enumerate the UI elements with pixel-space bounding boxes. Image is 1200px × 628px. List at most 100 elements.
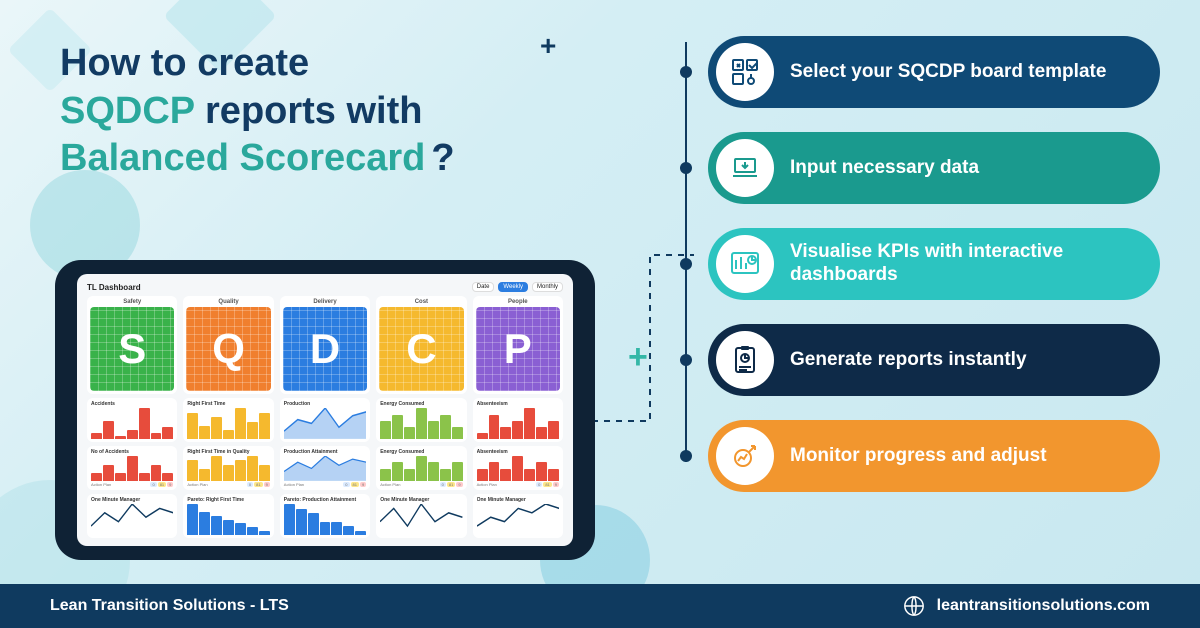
headline-line2-mid: reports with bbox=[205, 90, 422, 132]
chart-card[interactable]: Right First Time in QualityAction Plan08… bbox=[183, 446, 273, 490]
sqdcp-letter: P bbox=[476, 307, 560, 391]
chart-card[interactable]: Production AttainmentAction Plan0819 bbox=[280, 446, 370, 490]
dashboard-header: TL Dashboard DateWeeklyMonthly bbox=[87, 282, 563, 292]
mini-chart bbox=[284, 408, 366, 439]
headline-accent2: Balanced Scorecard bbox=[60, 137, 425, 179]
chart-card-title: Accidents bbox=[91, 401, 173, 407]
step-row: Visualise KPIs with interactive dashboar… bbox=[680, 228, 1160, 300]
chart-card[interactable]: No of Accidents Action Plan 0819 bbox=[87, 446, 177, 490]
step-row: Select your SQCDP board template bbox=[680, 36, 1160, 108]
step-icon-wrap bbox=[716, 427, 774, 485]
step-icon-wrap bbox=[716, 331, 774, 389]
chart-card-title: One Minute Manager bbox=[380, 497, 462, 503]
step-text: Visualise KPIs with interactive dashboar… bbox=[790, 241, 1140, 287]
tablet-screen: TL Dashboard DateWeeklyMonthly SafetySQu… bbox=[77, 274, 573, 546]
sqdcp-card-title: Delivery bbox=[283, 299, 367, 305]
chart-card-title: Pareto: Production Attainment bbox=[284, 497, 366, 503]
chart-card[interactable]: Production bbox=[280, 398, 370, 442]
tablet-frame: TL Dashboard DateWeeklyMonthly SafetySQu… bbox=[55, 260, 595, 560]
sqdcp-card[interactable]: QualityQ bbox=[183, 296, 273, 394]
action-plan-label: Action Plan bbox=[187, 482, 207, 487]
chart-card-title: Production bbox=[284, 401, 366, 407]
chart-card[interactable]: One Minute Manager bbox=[87, 494, 177, 538]
step-row: Generate reports instantly bbox=[680, 324, 1160, 396]
action-plan-badges: 0819 bbox=[150, 482, 173, 487]
chart-card[interactable]: One Minute Manager bbox=[473, 494, 563, 538]
sqdcp-letter: Q bbox=[186, 307, 270, 391]
filter-chip[interactable]: Date bbox=[472, 282, 495, 292]
action-plan-row: Action Plan 0819 bbox=[284, 482, 366, 487]
chart-card[interactable]: Pareto: Right First Time bbox=[183, 494, 273, 538]
action-plan-badges: 0819 bbox=[343, 482, 366, 487]
chart-card[interactable]: Right First Time bbox=[183, 398, 273, 442]
mini-chart bbox=[380, 456, 462, 481]
sqdcp-card-title: People bbox=[476, 299, 560, 305]
sqdcp-letter-row: SafetySQualityQ Delivery DCostC People P bbox=[87, 296, 563, 394]
action-plan-badges: 0819 bbox=[536, 482, 559, 487]
action-plan-row: Action Plan 0819 bbox=[380, 482, 462, 487]
step-text: Input necessary data bbox=[790, 157, 979, 180]
sqdcp-letter: D bbox=[283, 307, 367, 391]
action-plan-row: Action Plan 0819 bbox=[91, 482, 173, 487]
chart-card[interactable]: Accidents bbox=[87, 398, 177, 442]
chart-card-title: Energy Consumed bbox=[380, 401, 462, 407]
mini-chart bbox=[187, 504, 269, 535]
step-row: Monitor progress and adjust bbox=[680, 420, 1160, 492]
monitor-icon bbox=[729, 440, 761, 472]
globe-icon bbox=[903, 595, 925, 617]
action-plan-label: Action Plan bbox=[91, 482, 111, 487]
chart-card[interactable]: Absenteeism bbox=[473, 398, 563, 442]
action-plan-label: Action Plan bbox=[284, 482, 304, 487]
mini-chart bbox=[284, 456, 366, 481]
chart-card-title: No of Accidents bbox=[91, 449, 173, 455]
step-icon-wrap bbox=[716, 43, 774, 101]
mini-chart bbox=[380, 408, 462, 439]
sqdcp-card-title: Safety bbox=[90, 299, 174, 305]
step-node bbox=[680, 450, 692, 462]
chart-card[interactable]: One Minute Manager bbox=[376, 494, 466, 538]
step-pill[interactable]: Select your SQCDP board template bbox=[708, 36, 1160, 108]
action-plan-badges: 0819 bbox=[440, 482, 463, 487]
headline-line1: How to create bbox=[60, 42, 309, 84]
action-plan-badges: 0819 bbox=[247, 482, 270, 487]
filter-chip[interactable]: Monthly bbox=[532, 282, 563, 292]
template-icon bbox=[729, 56, 761, 88]
sqdcp-card[interactable]: CostC bbox=[376, 296, 466, 394]
chart-card-title: One Minute Manager bbox=[477, 497, 559, 503]
chart-card[interactable]: Pareto: Production Attainment bbox=[280, 494, 370, 538]
headline: How to create SQDCP reports with Balance… bbox=[60, 40, 660, 183]
sqdcp-card[interactable]: People P bbox=[473, 296, 563, 394]
step-pill[interactable]: Visualise KPIs with interactive dashboar… bbox=[708, 228, 1160, 300]
step-node bbox=[680, 258, 692, 270]
step-pill[interactable]: Monitor progress and adjust bbox=[708, 420, 1160, 492]
chart-card-title: Absenteeism bbox=[477, 401, 559, 407]
step-node bbox=[680, 162, 692, 174]
sqdcp-card[interactable]: SafetyS bbox=[87, 296, 177, 394]
mini-chart bbox=[380, 504, 462, 535]
chart-card[interactable]: Energy ConsumedAction Plan0819 bbox=[376, 446, 466, 490]
chart-card-title: Right First Time bbox=[187, 401, 269, 407]
sqdcp-card-title: Cost bbox=[379, 299, 463, 305]
step-text: Generate reports instantly bbox=[790, 349, 1027, 372]
deco-plus-icon: + bbox=[628, 338, 648, 377]
mini-chart bbox=[187, 456, 269, 481]
step-node bbox=[680, 66, 692, 78]
footer-left: Lean Transition Solutions - LTS bbox=[50, 597, 289, 615]
sqdcp-card[interactable]: Delivery D bbox=[280, 296, 370, 394]
chart-row-3: One Minute Manager Pareto: Right First Ti… bbox=[87, 494, 563, 538]
action-plan-label: Action Plan bbox=[380, 482, 400, 487]
mini-chart bbox=[477, 456, 559, 481]
footer-url: leantransitionsolutions.com bbox=[937, 597, 1150, 615]
headline-accent1: SQDCP bbox=[60, 90, 194, 132]
chart-card-title: Pareto: Right First Time bbox=[187, 497, 269, 503]
step-pill[interactable]: Input necessary data bbox=[708, 132, 1160, 204]
filter-chip[interactable]: Weekly bbox=[498, 282, 528, 292]
footer-bar: Lean Transition Solutions - LTS leantran… bbox=[0, 584, 1200, 628]
chart-card[interactable]: AbsenteeismAction Plan0819 bbox=[473, 446, 563, 490]
step-pill[interactable]: Generate reports instantly bbox=[708, 324, 1160, 396]
mini-chart bbox=[477, 504, 559, 535]
action-plan-row: Action Plan0819 bbox=[477, 482, 559, 487]
chart-card[interactable]: Energy Consumed bbox=[376, 398, 466, 442]
step-text: Select your SQCDP board template bbox=[790, 61, 1106, 84]
steps-connector-line bbox=[685, 42, 687, 462]
